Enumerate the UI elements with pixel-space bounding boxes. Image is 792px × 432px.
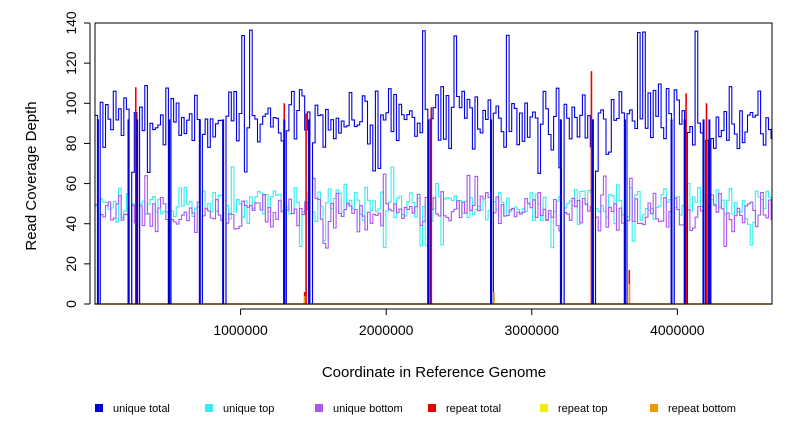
legend-swatch [540,404,548,412]
y-tick-label: 140 [63,11,79,35]
series-line-unique-bottom [95,173,772,305]
plot-frame [94,22,773,305]
legend-swatch [650,404,658,412]
legend-label: repeat bottom [668,403,736,415]
legend: unique total unique top unique bottom repea… [95,403,736,415]
y-tick-label: 120 [63,51,79,75]
legend-swatch [428,404,436,412]
y-axis-title: Read Coverage Depth [23,101,40,250]
y-axis: 0 20 40 60 80 100 120 140 [63,11,91,308]
y-tick-label: 100 [63,91,79,115]
series-layer [95,29,772,305]
y-tick-label: 0 [63,300,79,308]
x-axis-title: Coordinate in Reference Genome [322,364,546,381]
x-axis: 1000000 2000000 3000000 4000000 [213,308,705,338]
legend-label: repeat total [446,403,501,415]
legend-label: unique top [223,403,274,415]
legend-swatch [95,404,103,412]
series-line-unique-total [95,29,772,305]
x-tick-label: 1000000 [213,322,268,338]
y-tick-label: 80 [63,135,79,151]
y-tick-label: 20 [63,256,79,272]
y-tick-label: 60 [63,176,79,192]
legend-label: repeat top [558,403,608,415]
x-tick-label: 3000000 [505,322,560,338]
legend-label: unique bottom [333,403,403,415]
legend-swatch [205,404,213,412]
series-line-unique-top [95,166,772,305]
legend-label: unique total [113,403,170,415]
x-tick-label: 4000000 [650,322,705,338]
legend-swatch [315,404,323,412]
y-tick-label: 40 [63,216,79,232]
x-tick-label: 2000000 [359,322,414,338]
